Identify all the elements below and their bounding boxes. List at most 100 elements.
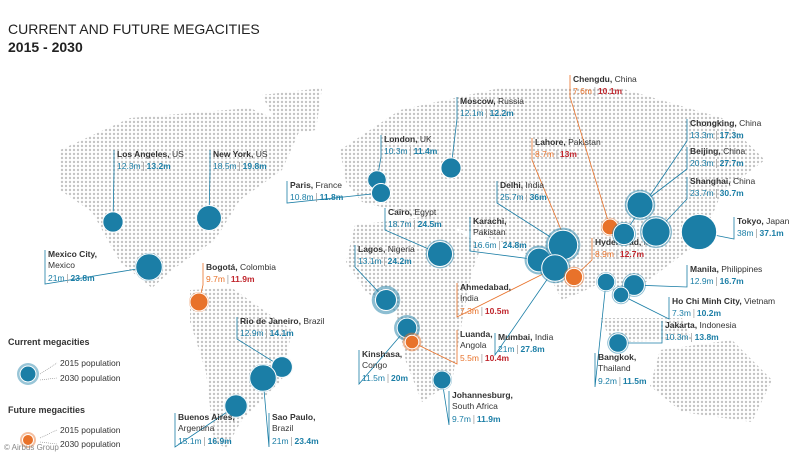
city-name: Buenos Aires, <box>178 412 235 422</box>
legend-title: Current megacities <box>8 337 90 347</box>
legend-swatch <box>22 434 34 446</box>
leader-line <box>286 181 382 204</box>
population-2030: 14.1m <box>270 328 295 338</box>
leader-line <box>456 269 552 318</box>
leader-line <box>633 265 688 288</box>
city-country: Congo <box>362 360 387 370</box>
population-2015: 15.1m <box>178 436 202 446</box>
population-2030: 13m <box>560 149 577 159</box>
leader-line <box>112 150 115 223</box>
population-2030: 19.8m <box>243 161 268 171</box>
legend-label: 2015 population <box>60 425 121 435</box>
subtitle: 2015 - 2030 <box>8 39 83 55</box>
city-label: Tokyo, Japan <box>737 216 790 226</box>
city-country: India <box>460 293 479 303</box>
city: Jakarta, Indonesia 10.3m 13.8m <box>607 320 737 354</box>
population-2030: 11.8m <box>320 192 344 202</box>
population-circle <box>404 334 420 350</box>
population-2030: 10.2m <box>697 308 722 318</box>
city: Lagos, Nigeria 13.1m 24.2m <box>354 244 415 315</box>
population-2030: 10.4m <box>485 353 510 363</box>
city-label: Shanghai, China <box>690 176 755 186</box>
population-2030: 12.7m <box>620 249 645 259</box>
city-country: China <box>723 146 745 156</box>
city: Bogotá, Colombia 9.7m 11.9m <box>188 262 276 313</box>
city-label: Paris, France <box>290 180 342 190</box>
population-2030: 20m <box>391 373 408 383</box>
population-circle <box>102 211 124 233</box>
population-2030: 11.9m <box>477 414 501 424</box>
population-circle <box>432 370 452 390</box>
population-2015: 9.7m <box>452 414 471 424</box>
city-country: Angola <box>460 340 487 350</box>
city-country: US <box>172 149 184 159</box>
population-2030: 11.4m <box>414 146 438 156</box>
city-country: South Africa <box>452 401 498 411</box>
city-country: Egypt <box>414 207 436 217</box>
leader-line <box>618 321 663 344</box>
city-label: Chongking, China <box>690 118 762 128</box>
leader-line <box>569 75 611 228</box>
city-name: Paris, <box>290 180 313 190</box>
legend-leader <box>39 429 58 439</box>
population-circle <box>370 182 392 204</box>
population-circle <box>612 222 636 246</box>
city: Tokyo, Japan 38m 37.1m <box>680 213 790 251</box>
city-name: Chongking, <box>690 118 737 128</box>
city-label: Sao Paulo, <box>272 412 315 422</box>
city-name: Shanghai, <box>690 176 731 186</box>
credit: © Airbus Group <box>4 443 59 452</box>
city-label: Ho Chi Minh City, Vietnam <box>672 296 775 306</box>
population-2015: 12.9m <box>240 328 264 338</box>
population-circle <box>249 364 277 392</box>
city: Shanghai, China 23.7m 30.7m <box>639 176 755 249</box>
city-name: Lahore, <box>535 137 566 147</box>
population-2015: 12.9m <box>690 276 714 286</box>
city-name: Los Angeles, <box>117 149 170 159</box>
city-country: Brazil <box>303 316 324 326</box>
leader-line <box>496 181 564 246</box>
city-country: Russia <box>498 96 524 106</box>
population-2015: 38m <box>737 228 754 238</box>
population-2030: 23.4m <box>295 436 320 446</box>
leader-line <box>620 294 670 320</box>
city-label: Luanda, <box>460 329 493 339</box>
city-name: Sao Paulo, <box>272 412 315 422</box>
population-circle <box>375 289 397 311</box>
city: Ho Chi Minh City, Vietnam 7.3m 10.2m <box>611 285 775 320</box>
city-label: New York, US <box>213 149 268 159</box>
population-2015: 10.3m <box>384 146 408 156</box>
city-country: Philippines <box>721 264 762 274</box>
population-circle <box>608 333 628 353</box>
city-name: New York, <box>213 149 253 159</box>
city-label: Moscow, Russia <box>460 96 524 106</box>
population-2030: 24.5m <box>418 219 443 229</box>
city-label: Ahmedabad, <box>460 282 511 292</box>
city: Beijing, China 20.3m 27.7m <box>624 146 746 221</box>
city-label: Mumbai, India <box>498 332 554 342</box>
population-2030: 24.2m <box>388 256 413 266</box>
legend-label: 2030 population <box>60 373 121 383</box>
population-circle <box>564 267 584 287</box>
leader-line <box>44 250 150 285</box>
city-label: Lahore, Pakistan <box>535 137 601 147</box>
legend-leader <box>39 441 58 445</box>
city-label: Delhi, India <box>500 180 544 190</box>
leader-line <box>262 377 270 448</box>
population-2030: 27.7m <box>720 158 745 168</box>
population-2015: 8.9m <box>595 249 614 259</box>
city-label: Rio de Janeiro, Brazil <box>240 316 325 326</box>
population-2030: 12.2m <box>490 108 515 118</box>
city-label: Lagos, Nigeria <box>358 244 415 254</box>
leader-line <box>384 208 441 255</box>
legend-leader <box>39 362 58 375</box>
population-2030: 10.1m <box>598 86 623 96</box>
leader-line <box>236 317 283 368</box>
population-2015: 9.7m <box>206 274 225 284</box>
population-2015: 11.5m <box>362 373 385 383</box>
city-country: Japan <box>766 216 789 226</box>
population-2015: 25.7m <box>500 192 524 202</box>
population-2030: 10.5m <box>485 306 510 316</box>
